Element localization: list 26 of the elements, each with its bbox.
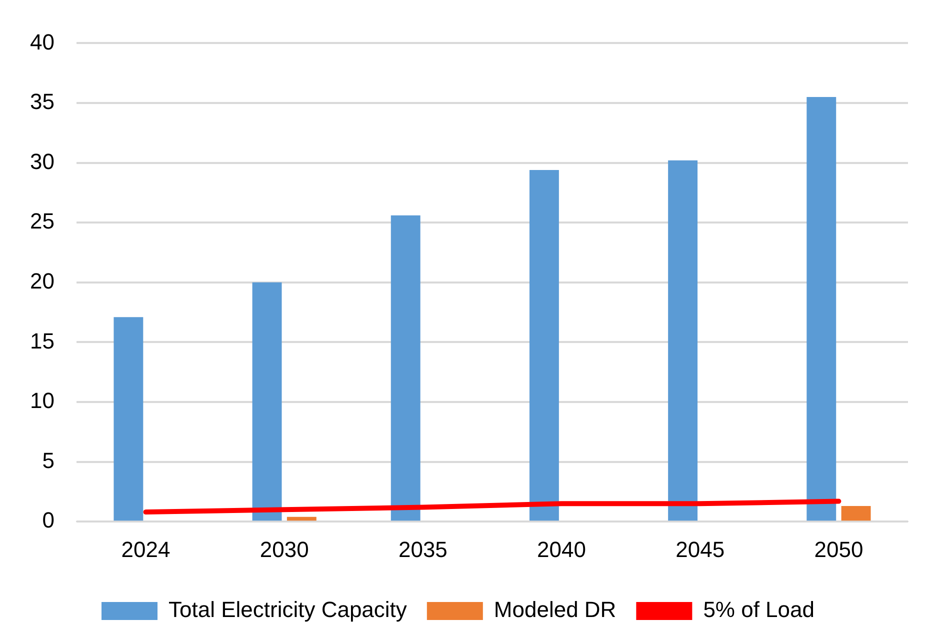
legend-label: 5% of Load: [703, 597, 814, 622]
x-tick-label: 2024: [121, 536, 170, 562]
legend-label: Total Electricity Capacity: [168, 597, 407, 622]
y-tick-label: 20: [30, 268, 54, 294]
x-tick-label: 2035: [398, 536, 448, 562]
bar: [668, 160, 698, 521]
bar: [806, 97, 836, 521]
y-tick-label: 25: [30, 208, 54, 234]
y-tick-label: 35: [30, 89, 54, 114]
y-tick-label: 40: [30, 29, 54, 54]
y-tick-label: 5: [42, 448, 54, 473]
legend-label: Modeled DR: [494, 597, 616, 622]
bar: [252, 282, 282, 521]
bar: [114, 317, 144, 521]
bar: [529, 170, 559, 521]
x-tick-label: 2050: [814, 536, 864, 562]
bar: [841, 506, 871, 521]
bar: [390, 215, 420, 521]
y-tick-label: 30: [30, 148, 54, 174]
y-tick-label: 10: [30, 388, 54, 414]
x-tick-label: 2040: [537, 536, 586, 562]
x-tick-label: 2030: [260, 536, 309, 562]
bar: [286, 516, 316, 521]
y-tick-label: 15: [30, 328, 54, 354]
y-tick-label: 0: [42, 508, 54, 533]
x-tick-label: 2045: [676, 536, 725, 562]
